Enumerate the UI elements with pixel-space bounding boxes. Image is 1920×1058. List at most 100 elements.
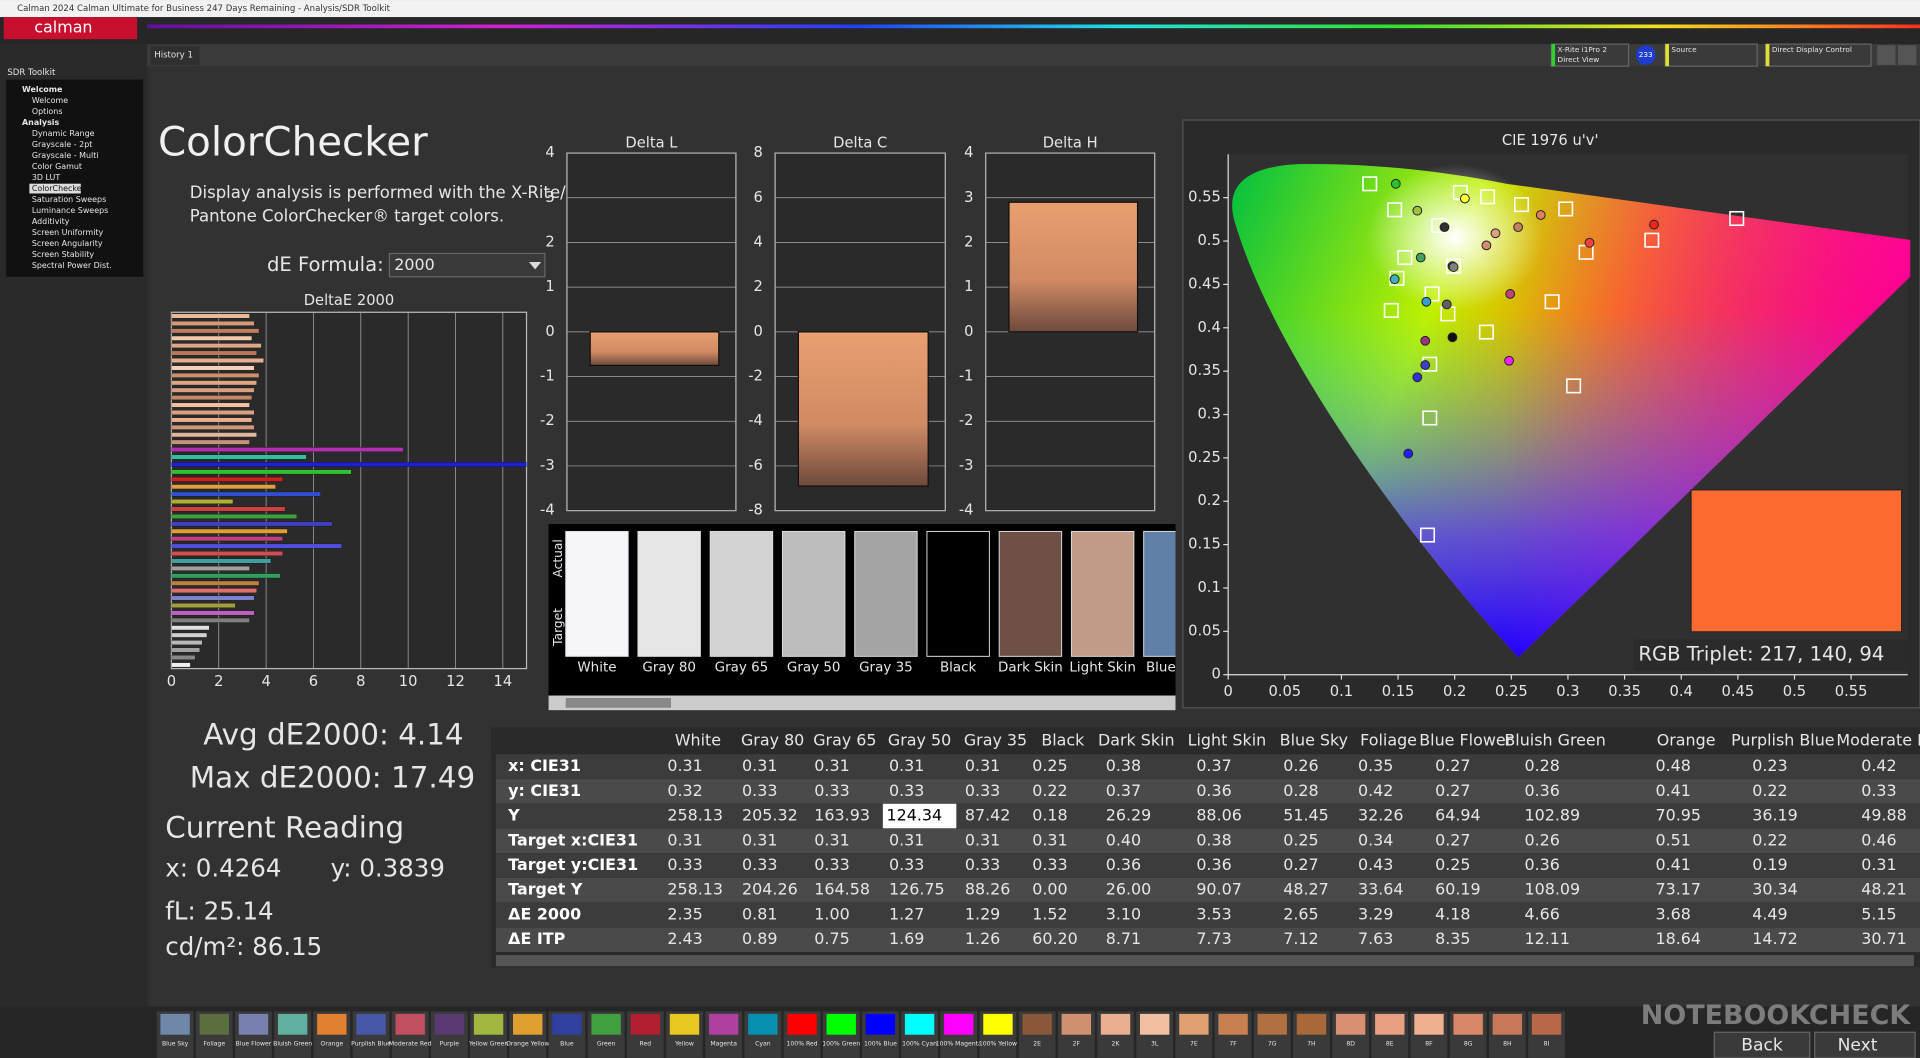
x-tick-label: 0.25 [1495,683,1528,700]
table-cell: 0.43 [1358,855,1393,874]
patch-label: 8G [1464,1040,1473,1047]
y-tick-label: 3 [964,189,973,206]
actual-label: Actual [551,539,565,577]
row-label: Y [507,806,520,825]
icon-button[interactable] [1877,45,1896,65]
patch-color [904,1013,935,1035]
nav-item[interactable]: Saturation Sweeps [32,195,106,204]
patch-color [748,1013,778,1035]
bar [171,424,255,430]
x-tick-label: 0.1 [1330,683,1353,700]
y-tick-label: 0.55 [1188,189,1221,206]
y-tick-label: 0.2 [1197,492,1220,509]
table-row [495,902,1920,928]
table-cell: 163.93 [814,806,870,825]
bar [171,380,257,386]
table-cell: 4.18 [1435,904,1470,923]
nav-item[interactable]: Welcome [32,96,68,105]
tab-label[interactable]: History 1 [154,51,193,61]
next-label[interactable]: Next [1838,1036,1878,1056]
x-tick-label: 12 [446,673,465,690]
table-cell: 3.29 [1358,904,1393,923]
formula-select[interactable] [388,252,546,278]
patch-color [669,1013,700,1035]
nav-item[interactable]: Grayscale - 2pt [32,140,93,149]
x-tick-label: 0.5 [1783,683,1806,700]
table-cell: 164.58 [814,880,870,899]
nav-item[interactable]: ColorChecker [32,184,86,193]
target-point [1544,294,1560,310]
next-button[interactable] [1814,1031,1916,1058]
inset-label-bg [1633,639,1908,672]
row-label: ΔE ITP [508,929,565,948]
patch-label: Yellow [674,1040,694,1047]
swatch-label: Dark Skin [998,660,1063,675]
actual-point [1441,299,1452,310]
table-cell: 204.26 [742,880,798,899]
nav-item[interactable]: Color Gamut [32,162,82,171]
nav-item[interactable]: Screen Uniformity [32,228,104,237]
y-tick-label: -2 [540,412,555,429]
table-cell: 48.21 [1861,880,1907,899]
meter-badge[interactable] [1635,45,1656,65]
y-tick-label: -2 [748,368,763,385]
column-header: Light Skin [1188,730,1267,749]
bar [171,439,250,445]
nav-item[interactable]: 3D LUT [32,173,61,182]
logo[interactable] [3,17,138,40]
nav-item[interactable]: Spectral Power Dist. [32,261,112,270]
table-cell: 3.68 [1656,904,1691,923]
scroll-thumb[interactable] [565,697,672,708]
patch-color [708,1013,739,1035]
bar [171,580,260,586]
patch-color [1335,1013,1366,1035]
tab[interactable] [150,46,200,65]
target-point [1558,201,1574,217]
table-cell: 1.69 [889,929,924,948]
meter-status [1551,44,1556,67]
table-row [495,927,1920,952]
back-button[interactable] [1713,1031,1811,1058]
table-cell: 0.26 [1524,830,1559,849]
source-label: Source [1671,45,1697,54]
formula-value[interactable]: 2000 [394,255,434,274]
y-tick-label: 0 [964,323,973,340]
nav-item[interactable]: Screen Angularity [32,239,103,248]
table-cell: 124.34 [887,806,943,825]
bar [171,655,196,660]
patch-color [1375,1013,1405,1035]
nav-item[interactable]: Options [32,107,63,116]
icon-button[interactable] [1897,45,1917,65]
dropdown-arrow [528,262,542,270]
nav-item[interactable]: Additivity [32,217,70,226]
nav-item[interactable]: Luminance Sweeps [32,206,108,215]
table-cell: 0.28 [1283,781,1318,800]
bar [171,365,255,371]
table-scrollbar[interactable] [495,955,1914,967]
table-cell: 0.31 [814,756,849,775]
nav-heading[interactable]: Welcome [22,85,62,94]
table-cell: 0.33 [814,781,849,800]
actual-point [1459,193,1470,204]
nav-item[interactable]: Grayscale - Multi [32,151,99,160]
swatch-scrollbar[interactable] [548,695,1176,711]
table-cell: 1.27 [889,904,924,923]
nav-item[interactable]: Screen Stability [32,250,95,259]
nav-item[interactable]: Dynamic Range [32,129,95,138]
y-tick-label: 2 [964,233,973,250]
x-tick-label: 0 [1223,683,1232,700]
table-cell: 0.42 [1358,781,1393,800]
bar [171,432,257,438]
back-label[interactable]: Back [1741,1036,1783,1056]
swatch [637,530,701,657]
description: Display analysis is performed with the X… [190,183,566,202]
y-tick-label: 6 [753,189,762,206]
target-point [1566,378,1582,394]
actual-point [1513,222,1524,233]
nav-heading[interactable]: Analysis [22,118,59,127]
column-header: Blue Sky [1280,730,1348,749]
table-cell: 0.40 [1106,830,1141,849]
row-label: Target y:CIE31 [508,855,638,874]
patch-label: 8E [1386,1040,1394,1047]
x-tick-label: 0.45 [1722,683,1755,700]
